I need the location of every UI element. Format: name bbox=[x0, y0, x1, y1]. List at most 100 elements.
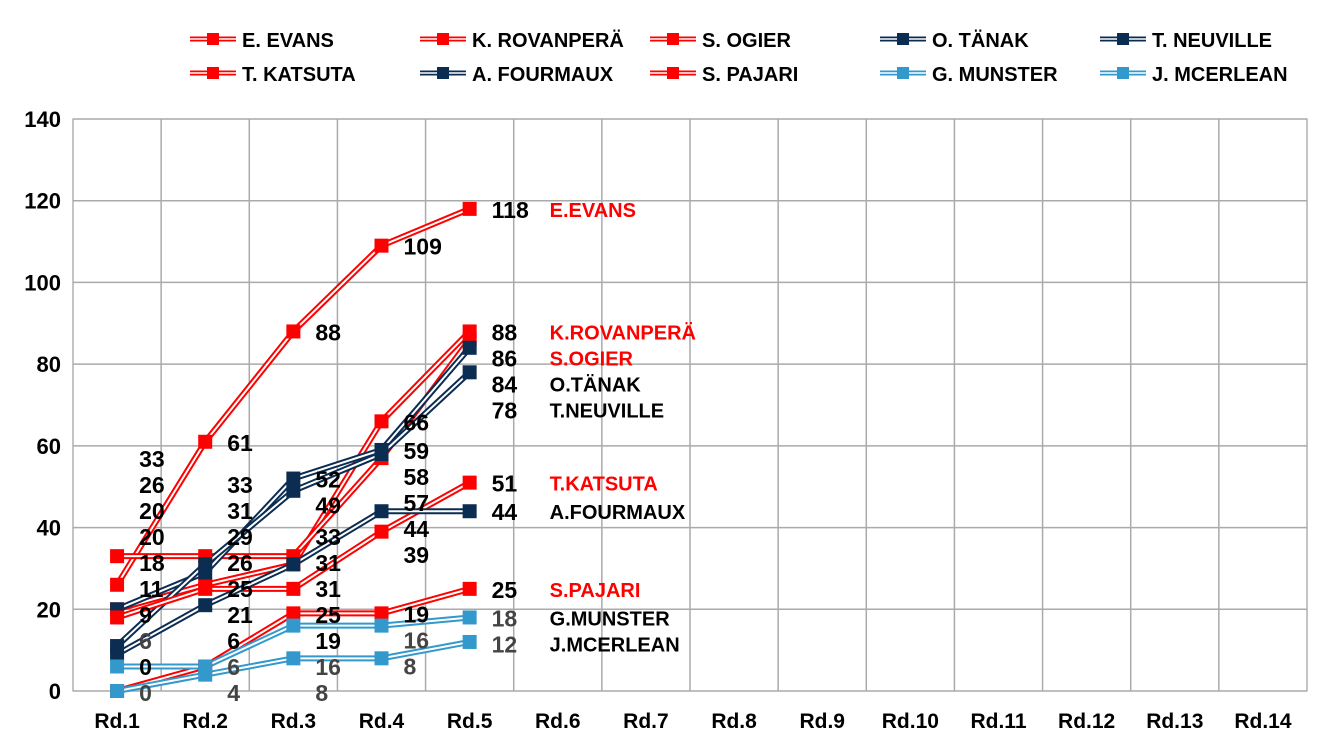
series-end-label: G.MUNSTER bbox=[550, 608, 671, 630]
data-label: 49 bbox=[315, 493, 341, 519]
data-point bbox=[198, 667, 213, 682]
data-point bbox=[198, 598, 213, 613]
x-tick-label: Rd.7 bbox=[623, 710, 669, 733]
legend-marker bbox=[667, 33, 679, 45]
legend-marker bbox=[897, 67, 909, 79]
data-point bbox=[462, 504, 477, 519]
legend-marker bbox=[667, 67, 679, 79]
x-tick-label: Rd.5 bbox=[447, 710, 493, 733]
legend-label: E. EVANS bbox=[242, 30, 334, 52]
data-label: 21 bbox=[227, 602, 253, 628]
series-end-label: K.ROVANPERÄ bbox=[550, 321, 696, 344]
data-label: 26 bbox=[227, 550, 253, 576]
data-label: 18 bbox=[139, 550, 165, 576]
y-tick-label: 140 bbox=[24, 107, 61, 132]
data-point bbox=[374, 618, 389, 633]
data-label: 86 bbox=[492, 345, 518, 371]
y-tick-label: 120 bbox=[24, 189, 61, 214]
data-point bbox=[374, 504, 389, 519]
data-point bbox=[374, 524, 389, 539]
legend-marker bbox=[897, 33, 909, 45]
data-point bbox=[286, 606, 301, 621]
x-tick-label: Rd.11 bbox=[970, 710, 1026, 733]
data-point bbox=[374, 414, 389, 429]
x-tick-label: Rd.3 bbox=[271, 710, 317, 733]
data-label: 0 bbox=[139, 680, 152, 706]
data-point bbox=[286, 581, 301, 596]
data-point bbox=[110, 549, 125, 564]
data-label: 78 bbox=[492, 397, 518, 423]
legend-marker bbox=[437, 67, 449, 79]
data-label: 58 bbox=[404, 464, 430, 490]
data-point bbox=[286, 618, 301, 633]
series-end-label: E.EVANS bbox=[550, 200, 636, 222]
legend-label: O. TÄNAK bbox=[932, 29, 1029, 52]
legend-marker bbox=[1117, 33, 1129, 45]
data-label: 9 bbox=[139, 602, 152, 628]
data-point bbox=[374, 447, 389, 462]
legend-label: S. PAJARI bbox=[702, 64, 798, 86]
x-tick-label: Rd.6 bbox=[535, 710, 581, 733]
data-point bbox=[462, 365, 477, 380]
data-label: 52 bbox=[315, 467, 341, 493]
data-label: 44 bbox=[404, 516, 430, 542]
data-label: 61 bbox=[227, 430, 253, 456]
data-point bbox=[286, 483, 301, 498]
data-label: 19 bbox=[404, 601, 430, 627]
legend-marker bbox=[207, 33, 219, 45]
x-tick-label: Rd.12 bbox=[1058, 710, 1115, 733]
data-label: 25 bbox=[227, 576, 253, 602]
legend-label: T. KATSUTA bbox=[242, 64, 356, 86]
data-label: 66 bbox=[404, 409, 430, 435]
data-label: 39 bbox=[404, 542, 430, 568]
data-label: 29 bbox=[227, 524, 253, 550]
data-label: 20 bbox=[139, 498, 165, 524]
data-label: 25 bbox=[315, 602, 341, 628]
data-label: 88 bbox=[492, 319, 518, 345]
data-label: 57 bbox=[404, 490, 430, 516]
y-tick-label: 100 bbox=[24, 270, 61, 295]
data-label: 109 bbox=[404, 234, 442, 260]
data-label: 6 bbox=[227, 628, 240, 654]
y-tick-label: 80 bbox=[37, 352, 61, 377]
data-point bbox=[462, 634, 477, 649]
legend-label: G. MUNSTER bbox=[932, 64, 1058, 86]
data-point bbox=[286, 471, 301, 486]
data-label: 16 bbox=[315, 654, 341, 680]
legend-label: A. FOURMAUX bbox=[472, 64, 614, 86]
data-point bbox=[286, 557, 301, 572]
data-point bbox=[374, 651, 389, 666]
data-label: 88 bbox=[315, 319, 341, 345]
data-label: 33 bbox=[139, 446, 165, 472]
data-point bbox=[110, 684, 125, 698]
y-tick-label: 60 bbox=[37, 434, 61, 459]
data-point bbox=[286, 651, 301, 666]
data-point bbox=[110, 610, 125, 625]
legend-marker bbox=[1117, 67, 1129, 79]
legend-label: S. OGIER bbox=[702, 30, 791, 52]
x-tick-label: Rd.8 bbox=[711, 710, 757, 733]
data-point bbox=[110, 659, 125, 674]
legend-marker bbox=[437, 33, 449, 45]
data-label: 6 bbox=[227, 654, 240, 680]
data-point bbox=[462, 340, 477, 355]
data-label: 4 bbox=[227, 680, 240, 706]
series-end-label: S.PAJARI bbox=[550, 580, 641, 602]
x-tick-label: Rd.9 bbox=[799, 710, 845, 733]
legend-marker bbox=[207, 67, 219, 79]
legend-label: K. ROVANPERÄ bbox=[472, 29, 624, 52]
y-tick-label: 40 bbox=[37, 516, 61, 541]
x-tick-label: Rd.2 bbox=[182, 710, 228, 733]
data-label: 31 bbox=[315, 576, 341, 602]
data-label: 118 bbox=[492, 197, 529, 223]
y-tick-label: 20 bbox=[37, 597, 61, 622]
data-point bbox=[374, 238, 389, 253]
data-label: 0 bbox=[139, 654, 152, 680]
data-label: 12 bbox=[492, 631, 518, 657]
series-end-label: J.MCERLEAN bbox=[550, 634, 680, 656]
data-label: 51 bbox=[492, 471, 518, 497]
data-point bbox=[462, 201, 477, 216]
data-point bbox=[374, 606, 389, 621]
